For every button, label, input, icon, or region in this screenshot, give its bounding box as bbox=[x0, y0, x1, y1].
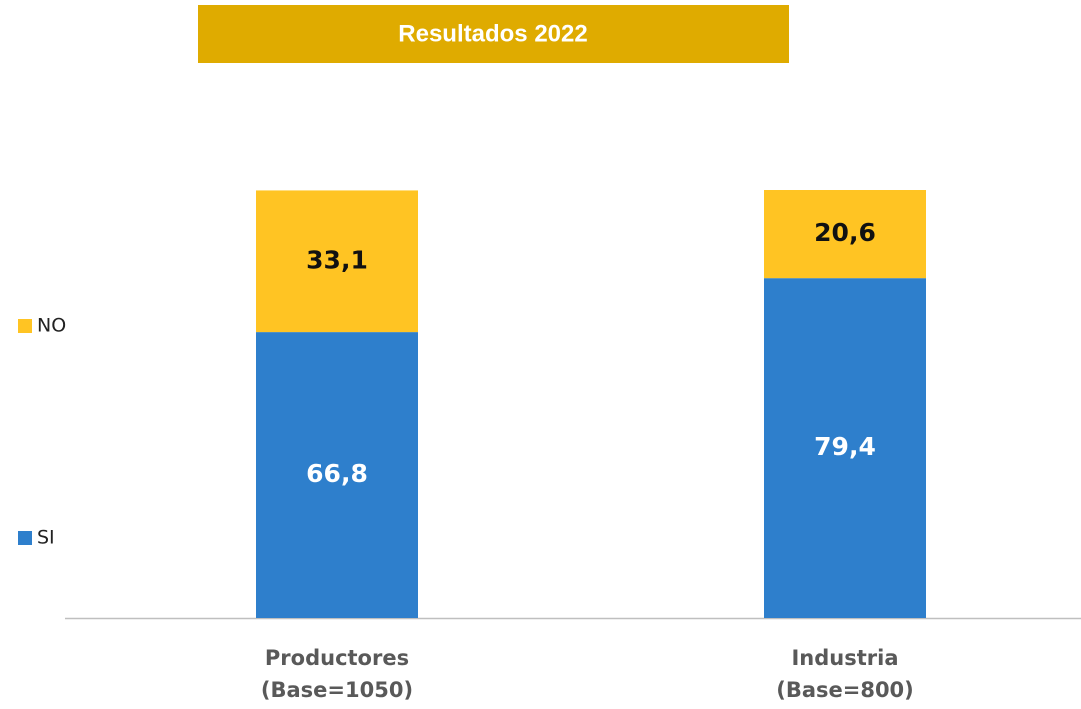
value-label: 33,1 bbox=[306, 245, 368, 274]
x-tick-label: Productores bbox=[265, 646, 409, 670]
value-label: 66,8 bbox=[306, 459, 368, 488]
bar-segment bbox=[256, 190, 418, 333]
chart-title: Resultados 2022 bbox=[398, 20, 587, 47]
x-tick-label: (Base=800) bbox=[776, 678, 914, 702]
legend-label: SI bbox=[37, 527, 55, 549]
title-box bbox=[198, 5, 789, 63]
value-label: 20,6 bbox=[814, 218, 876, 247]
legend-label: NO bbox=[37, 315, 66, 337]
x-tick-label: (Base=1050) bbox=[261, 678, 413, 702]
legend-swatch bbox=[18, 531, 32, 545]
bar-segment bbox=[764, 190, 926, 279]
bar-segment bbox=[764, 278, 926, 618]
value-label: 79,4 bbox=[814, 432, 876, 461]
bar-segment bbox=[256, 332, 418, 618]
x-tick-label: Industria bbox=[791, 646, 898, 670]
legend-swatch bbox=[18, 319, 32, 333]
